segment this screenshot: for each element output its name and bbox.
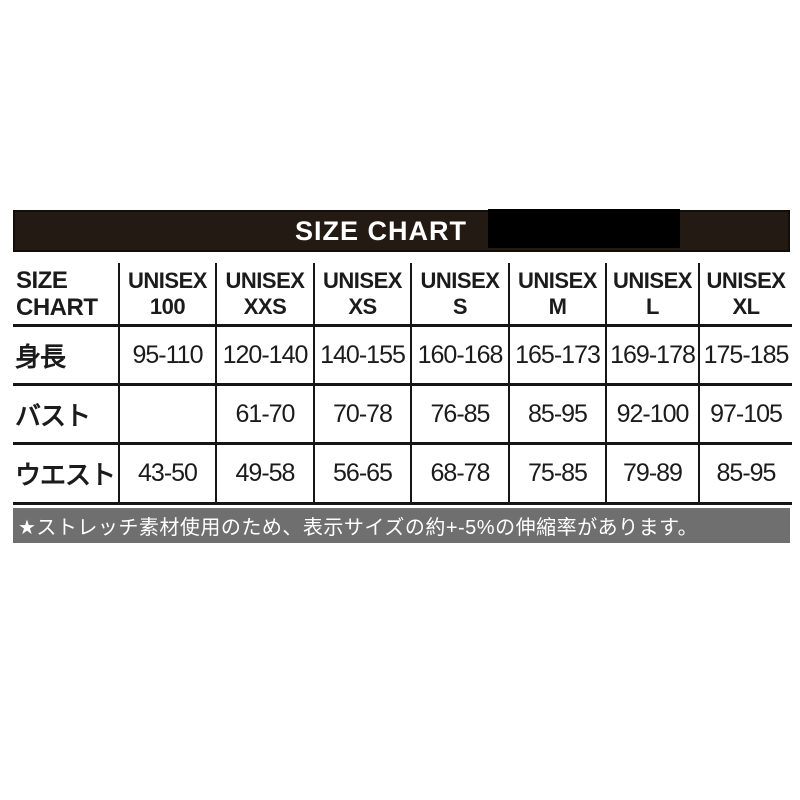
column-header-size: XL (732, 293, 760, 319)
column-header-size: XXS (243, 293, 287, 319)
table-corner-header: SIZE CHART (13, 263, 120, 327)
banner-title: SIZE CHART (295, 215, 467, 246)
table-cell: 95-110 (120, 327, 217, 386)
table-cell: 79-89 (607, 445, 700, 505)
row-label-waist: ウエスト (13, 445, 120, 505)
column-header-xs: UNISEX XS (315, 263, 412, 327)
column-header-l: UNISEX L (607, 263, 700, 327)
redacted-logo (488, 209, 680, 248)
table-cell: 97-105 (700, 386, 792, 445)
footnote-text: ★ストレッチ素材使用のため、表示サイズの約+-5%の伸縮率があります。 (18, 517, 699, 539)
table-cell: 61-70 (217, 386, 315, 445)
column-header-brand: UNISEX (613, 267, 692, 293)
row-label-bust: バスト (13, 386, 120, 445)
footnote-bar: ★ストレッチ素材使用のため、表示サイズの約+-5%の伸縮率があります。 (13, 508, 790, 543)
column-header-xl: UNISEX XL (700, 263, 792, 327)
table-cell: 70-78 (315, 386, 412, 445)
table-cell-empty (120, 386, 217, 445)
table-cell: 43-50 (120, 445, 217, 505)
column-header-100: UNISEX 100 (120, 263, 217, 327)
table-cell: 165-173 (510, 327, 607, 386)
corner-line2: CHART (16, 293, 98, 321)
table-cell: 120-140 (217, 327, 315, 386)
table-cell: 92-100 (607, 386, 700, 445)
banner: SIZE CHART (13, 209, 790, 252)
column-header-brand: UNISEX (225, 267, 305, 293)
column-header-size: 100 (149, 293, 186, 319)
table-cell: 85-95 (700, 445, 792, 505)
row-label-height: 身長 (13, 327, 120, 386)
corner-line1: SIZE (16, 266, 68, 294)
table-cell: 56-65 (315, 445, 412, 505)
table-cell: 75-85 (510, 445, 607, 505)
column-header-brand: UNISEX (518, 267, 597, 293)
column-header-size: M (548, 293, 567, 319)
column-header-size: XS (348, 293, 377, 319)
column-header-size: S (452, 293, 468, 319)
table-cell: 169-178 (607, 327, 700, 386)
column-header-brand: UNISEX (128, 267, 207, 293)
column-header-size: L (646, 293, 659, 319)
table-cell: 49-58 (217, 445, 315, 505)
table-cell: 160-168 (412, 327, 510, 386)
column-header-brand: UNISEX (420, 267, 500, 293)
table-cell: 175-185 (700, 327, 792, 386)
table-cell: 76-85 (412, 386, 510, 445)
table-cell: 85-95 (510, 386, 607, 445)
column-header-brand: UNISEX (706, 267, 786, 293)
column-header-m: UNISEX M (510, 263, 607, 327)
column-header-xxs: UNISEX XXS (217, 263, 315, 327)
column-header-s: UNISEX S (412, 263, 510, 327)
size-table: SIZE CHART UNISEX 100 UNISEX XXS UNISEX … (13, 263, 792, 505)
table-cell: 140-155 (315, 327, 412, 386)
column-header-brand: UNISEX (323, 267, 402, 293)
table-cell: 68-78 (412, 445, 510, 505)
